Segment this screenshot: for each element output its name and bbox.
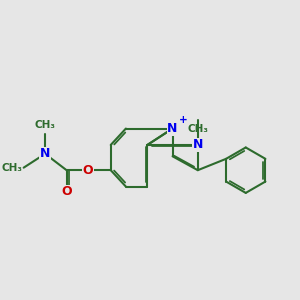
Text: CH₃: CH₃	[187, 124, 208, 134]
Text: O: O	[83, 164, 93, 177]
Text: N: N	[167, 122, 178, 135]
Text: CH₃: CH₃	[2, 163, 22, 173]
Text: N: N	[40, 147, 50, 160]
Text: O: O	[61, 185, 72, 198]
Text: CH₃: CH₃	[34, 120, 56, 130]
Text: N: N	[193, 139, 203, 152]
Text: +: +	[179, 115, 188, 125]
